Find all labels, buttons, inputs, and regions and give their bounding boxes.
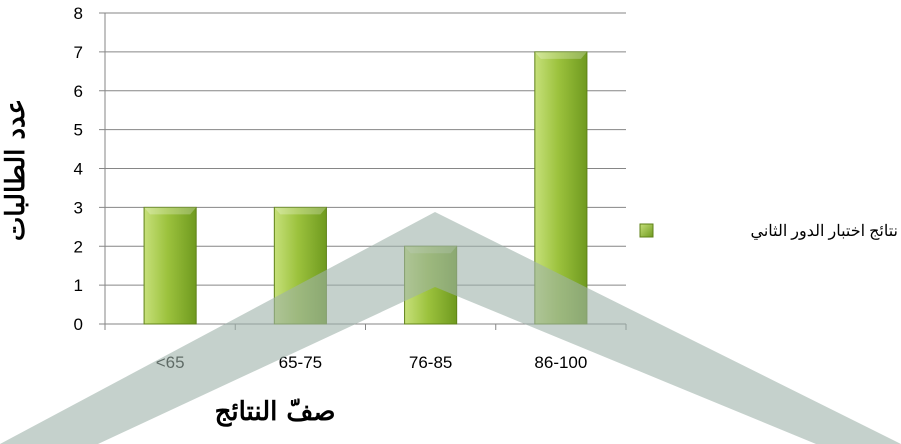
y-tick-label: 5 (74, 121, 83, 140)
legend-swatch (639, 223, 654, 238)
y-tick-labels: 0 1 2 3 4 5 6 7 8 (74, 4, 83, 334)
y-tick-label: 3 (74, 198, 83, 217)
legend: نتائج اختبار الدور الثاني (639, 223, 898, 240)
x-tick-label: 76-85 (409, 353, 452, 372)
watermark-shape (0, 212, 901, 444)
y-tick-label: 0 (74, 315, 83, 334)
legend-label: نتائج اختبار الدور الثاني (750, 223, 898, 240)
bar (143, 206, 197, 325)
y-tick-label: 8 (74, 4, 83, 23)
x-axis-title: صفّ النتائج (215, 397, 336, 427)
y-axis-title: عدد الطالبات (1, 99, 31, 241)
y-tick-label: 1 (74, 276, 83, 295)
x-tick-label: 65-75 (279, 353, 322, 372)
y-tick-label: 4 (74, 160, 83, 179)
bars (143, 51, 588, 325)
y-tick-label: 6 (74, 82, 83, 101)
x-tick-label: 86-100 (534, 353, 587, 372)
y-tick-label: 7 (74, 43, 83, 62)
y-tick-label: 2 (74, 237, 83, 256)
